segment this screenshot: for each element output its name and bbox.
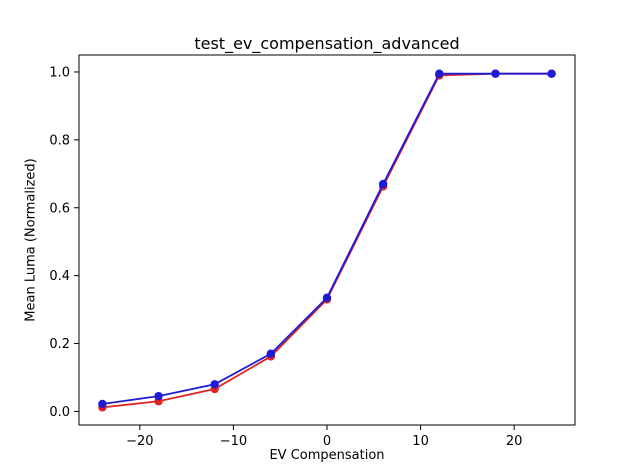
y-tick-label: 0.6 (49, 201, 70, 216)
series-line-blue-line (101, 72, 553, 405)
x-axis-label: EV Compensation (269, 448, 385, 463)
x-tick-label: 0 (323, 434, 331, 449)
data-point-marker-blue-line (98, 399, 107, 409)
x-tick-label: −10 (220, 434, 247, 449)
data-point-marker-blue-line (210, 380, 219, 389)
plot-border (78, 54, 576, 426)
y-tick-label: 1.0 (49, 65, 70, 80)
data-point-marker-blue-line (547, 69, 556, 78)
data-point-marker-blue-line (266, 349, 276, 358)
y-tick-label: 0.0 (49, 405, 70, 420)
x-tick-label: 10 (412, 434, 429, 449)
y-tick-label: 0.4 (49, 269, 70, 284)
y-tick-label: 0.2 (49, 337, 70, 352)
x-tick-label: 20 (506, 434, 523, 449)
data-point-marker-blue-line (322, 293, 332, 302)
data-point-marker-blue-line (378, 179, 388, 189)
y-tick-label: 0.8 (49, 133, 70, 148)
data-point-marker-blue-line (435, 69, 444, 78)
data-point-marker-blue-line (154, 391, 163, 401)
data-point-marker-blue-line (491, 69, 500, 78)
x-tick-label: −20 (126, 434, 153, 449)
series-line-red-line (101, 72, 553, 409)
chart-title: test_ev_compensation_advanced (194, 34, 460, 53)
